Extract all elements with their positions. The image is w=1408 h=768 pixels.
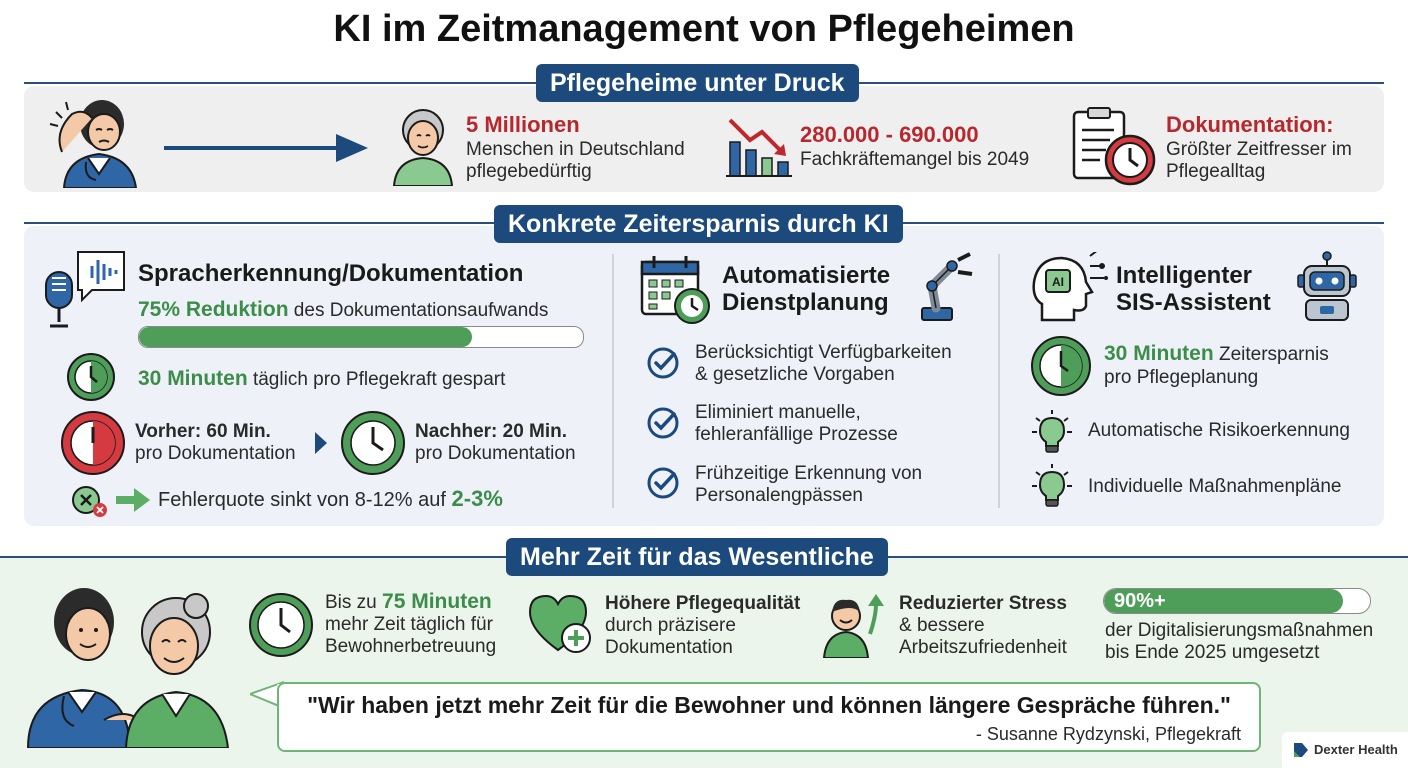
pressure-panel [24, 86, 1384, 192]
savings-panel [24, 226, 1384, 526]
sis-heading-line2: SIS-Assistent [1116, 289, 1271, 316]
daily-savings-value: 30 Minuten [138, 367, 248, 390]
stat-documentation-line1: Größter Zeitfresser im [1166, 139, 1352, 160]
benefit-quality-line2: durch präzisere [605, 615, 736, 636]
stat-documentation-value: Dokumentation: [1166, 112, 1334, 137]
reduction-progress-bar [138, 326, 584, 348]
sis-savings-line: 30 Minuten Zeitersparnis [1104, 343, 1329, 366]
after-label: Nachher: 20 Min. [415, 421, 568, 442]
column-divider [998, 254, 1000, 508]
clock-icon [248, 592, 314, 658]
arrow-right-icon [160, 130, 372, 166]
reduction-text: des Dokumentationsaufwands [288, 300, 549, 321]
nurse-with-resident-icon [24, 580, 238, 748]
scheduling-item-3-line2: Personalengpässen [695, 485, 863, 506]
digitalization-progress-bar: 90%+ [1103, 588, 1371, 614]
elderly-woman-icon [390, 108, 456, 186]
person-growth-icon [820, 590, 890, 658]
stat-shortage-value: 280.000 - 690.000 [800, 122, 979, 147]
error-rate-text: Fehlerquote sinkt von 8-12% auf [158, 489, 452, 511]
stressed-nurse-icon [44, 92, 154, 188]
sis-savings-line2: pro Pflegeplanung [1104, 367, 1259, 388]
before-label: Vorher: 60 Min. [135, 421, 271, 442]
declining-bar-chart-icon [724, 112, 794, 180]
stat-documentation-line2: Pflegealltag [1166, 161, 1266, 182]
chevron-right-icon [313, 430, 329, 456]
daily-savings-text: täglich pro Pflegekraft gespart [247, 369, 506, 390]
red-clock-icon [60, 410, 126, 476]
digitalization-progress-value: 90%+ [1114, 590, 1166, 612]
quote-text: "Wir haben jetzt mehr Zeit für die Bewoh… [307, 692, 1231, 718]
error-rate-line: Fehlerquote sinkt von 8-12% auf 2-3% [158, 486, 503, 512]
scheduling-item-2-line2: fehleranfällige Prozesse [695, 424, 898, 445]
benefit-time-value: 75 Minuten [382, 590, 492, 613]
benefit-quality-line1: Höhere Pflegequalität [605, 593, 801, 614]
reduction-progress-fill [139, 327, 472, 347]
scheduling-item-3-line1: Frühzeitige Erkennung von [695, 463, 923, 484]
reduction-line: 75% Reduktion des Dokumentationsaufwands [138, 299, 548, 322]
check-circle-icon [646, 406, 680, 440]
benefit-time-line1: Bis zu 75 Minuten [325, 591, 492, 614]
section-banner-savings: Konkrete Zeitersparnis durch KI [494, 205, 903, 243]
lightbulb-icon [1030, 462, 1074, 508]
stat-people-line1: Menschen in Deutschland [466, 139, 685, 160]
check-circle-icon [646, 466, 680, 500]
dexter-health-logo-icon [1292, 741, 1310, 759]
benefit-stress-line2: & bessere [899, 615, 985, 636]
benefit-stress-line3: Arbeitszufriedenheit [899, 637, 1067, 658]
scheduling-item-2-line1: Eliminiert manuelle, [695, 402, 861, 423]
benefit-time-line2: mehr Zeit täglich für [325, 614, 493, 635]
error-reduction-icon [70, 484, 152, 520]
scheduling-heading-line2: Dienstplanung [722, 289, 889, 316]
digitalization-line1: der Digitalisierungsmaßnahmen [1105, 620, 1374, 641]
after-sub: pro Dokumentation [415, 443, 576, 464]
clock-icon [1030, 335, 1092, 397]
robot-icon [1292, 250, 1362, 322]
check-circle-icon [646, 346, 680, 380]
section-banner-benefits: Mehr Zeit für das Wesentliche [506, 538, 888, 576]
heart-plus-icon [526, 592, 596, 656]
before-sub: pro Dokumentation [135, 443, 296, 464]
column-divider [612, 254, 614, 508]
speech-recognition-heading: Spracherkennung/Dokumentation [138, 260, 524, 287]
quote-bubble [277, 682, 1261, 752]
sis-savings-text: Zeitersparnis [1213, 344, 1329, 365]
stat-people-line2: pflegebedürftig [466, 161, 592, 182]
brand-name: Dexter Health [1314, 742, 1398, 757]
page-title: KI im Zeitmanagement von Pflegeheimen [333, 8, 1075, 50]
lightbulb-icon [1030, 408, 1074, 454]
scheduling-heading-line1: Automatisierte [722, 262, 891, 289]
scheduling-item-1-line2: & gesetzliche Vorgaben [695, 364, 895, 385]
robot-arm-icon [914, 252, 976, 322]
clock-icon [66, 352, 116, 402]
reduction-value: 75% Reduktion [138, 298, 289, 321]
error-rate-value: 2-3% [451, 486, 503, 511]
digitalization-progress-fill: 90%+ [1104, 589, 1344, 613]
digitalization-line2: bis Ende 2025 umgesetzt [1105, 642, 1320, 663]
sis-heading-line1: Intelligenter [1116, 262, 1253, 289]
clipboard-clock-icon [1070, 106, 1156, 188]
daily-savings-line: 30 Minuten täglich pro Pflegekraft gespa… [138, 368, 505, 391]
quote-author: - Susanne Rydzynski, Pflegekraft [975, 724, 1241, 744]
sis-savings-value: 30 Minuten [1104, 342, 1214, 365]
section-banner-pressure: Pflegeheime unter Druck [536, 64, 859, 102]
microphone-speech-icon [42, 248, 128, 332]
sis-item-1: Automatische Risikoerkennung [1088, 420, 1350, 441]
benefit-time-line3: Bewohnerbetreuung [325, 636, 497, 657]
benefit-stress-line1: Reduzierter Stress [899, 593, 1067, 614]
stat-shortage-line1: Fachkräftemangel bis 2049 [800, 149, 1030, 170]
ai-head-icon: AI [1028, 252, 1108, 322]
sis-item-2: Individuelle Maßnahmenpläne [1088, 476, 1342, 497]
ai-badge-text: AI [1052, 275, 1064, 289]
scheduling-item-1-line1: Berücksichtigt Verfügbarkeiten [695, 342, 952, 363]
benefit-quality-line3: Dokumentation [605, 637, 733, 658]
benefit-time-pre: Bis zu [325, 592, 383, 613]
green-clock-icon [340, 410, 406, 476]
calendar-clock-icon [640, 254, 712, 326]
stat-people-value: 5 Millionen [466, 112, 580, 137]
